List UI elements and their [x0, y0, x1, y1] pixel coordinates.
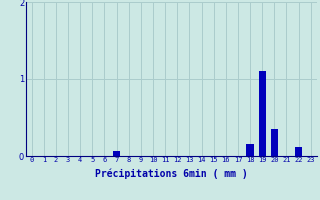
Bar [246, 144, 254, 156]
Bar [295, 147, 302, 156]
Bar [271, 129, 278, 156]
X-axis label: Précipitations 6min ( mm ): Précipitations 6min ( mm ) [95, 169, 248, 179]
Bar [113, 151, 120, 156]
Bar [259, 71, 266, 156]
